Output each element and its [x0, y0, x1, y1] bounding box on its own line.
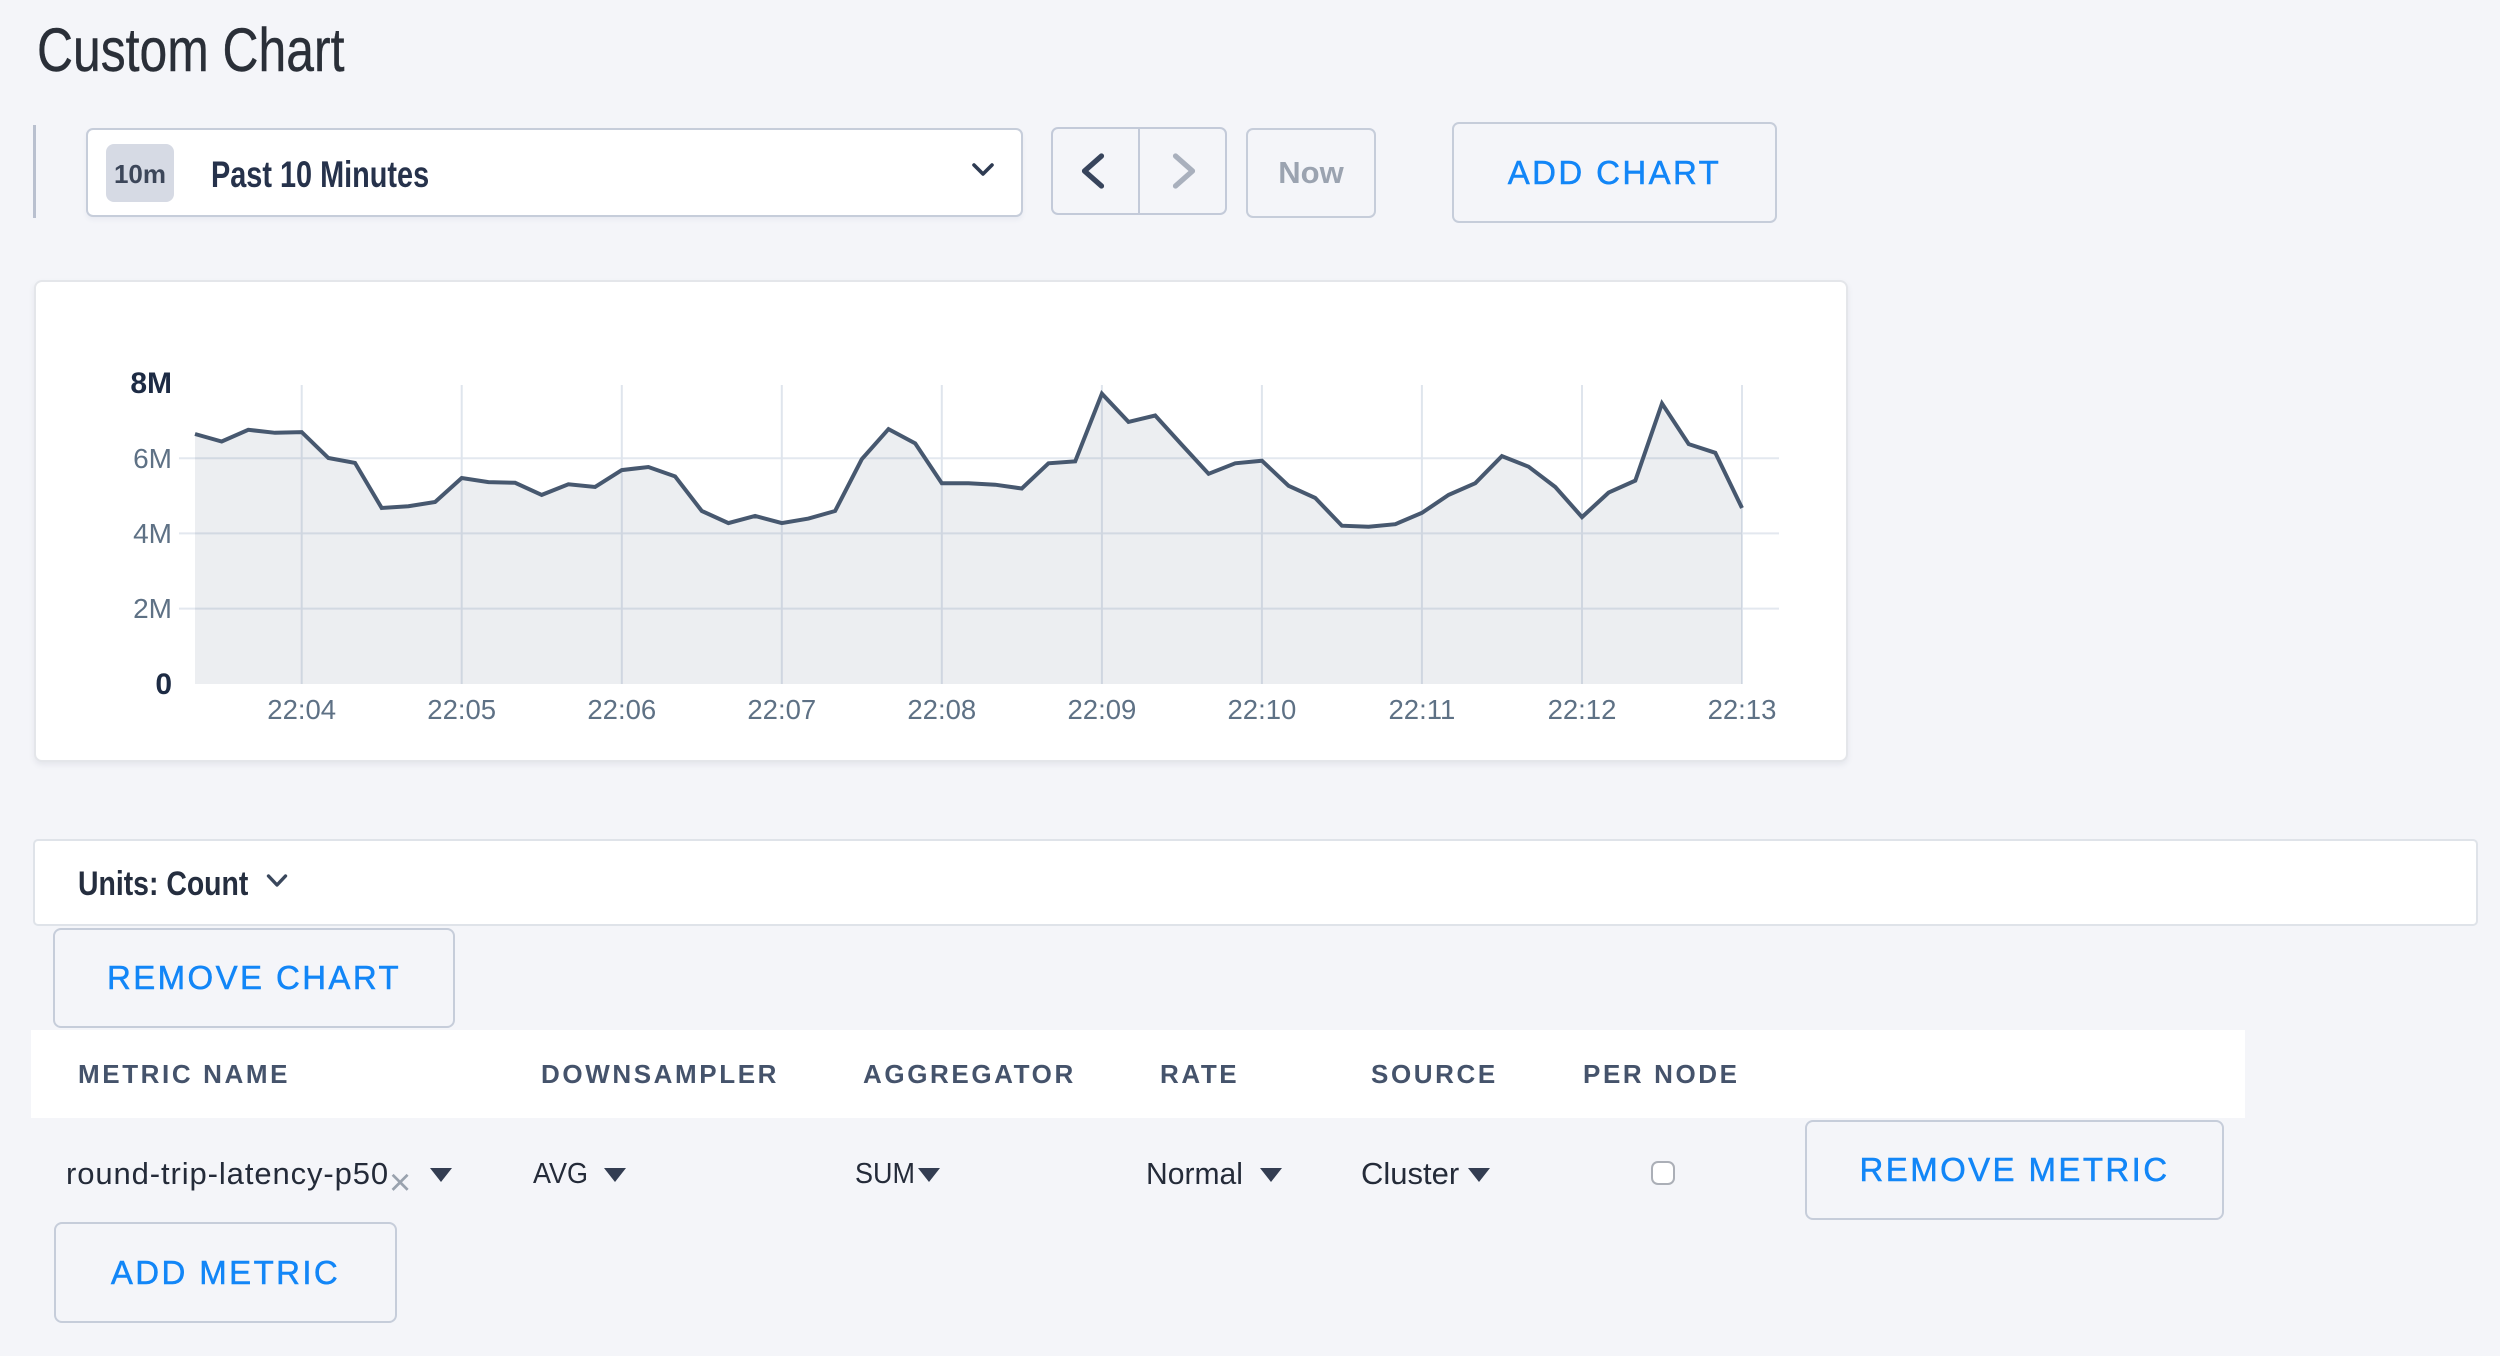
- svg-text:22:11: 22:11: [1389, 694, 1456, 725]
- svg-text:4M: 4M: [133, 518, 172, 549]
- svg-text:22:07: 22:07: [747, 694, 816, 725]
- svg-text:22:06: 22:06: [587, 694, 656, 725]
- svg-text:6M: 6M: [133, 443, 172, 474]
- svg-text:22:09: 22:09: [1067, 694, 1136, 725]
- svg-text:0: 0: [155, 668, 172, 701]
- svg-text:22:10: 22:10: [1227, 694, 1296, 725]
- svg-text:22:13: 22:13: [1708, 694, 1777, 725]
- svg-text:22:04: 22:04: [267, 694, 336, 725]
- svg-text:22:12: 22:12: [1548, 694, 1617, 725]
- svg-text:8M: 8M: [130, 367, 172, 400]
- svg-text:22:05: 22:05: [427, 694, 496, 725]
- svg-text:2M: 2M: [133, 593, 172, 624]
- svg-text:22:08: 22:08: [907, 694, 976, 725]
